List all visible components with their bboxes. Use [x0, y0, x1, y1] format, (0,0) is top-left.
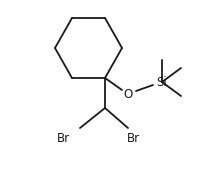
- Text: Br: Br: [126, 131, 140, 145]
- Text: O: O: [123, 89, 133, 101]
- Text: Si: Si: [157, 75, 167, 89]
- Text: Br: Br: [57, 131, 70, 145]
